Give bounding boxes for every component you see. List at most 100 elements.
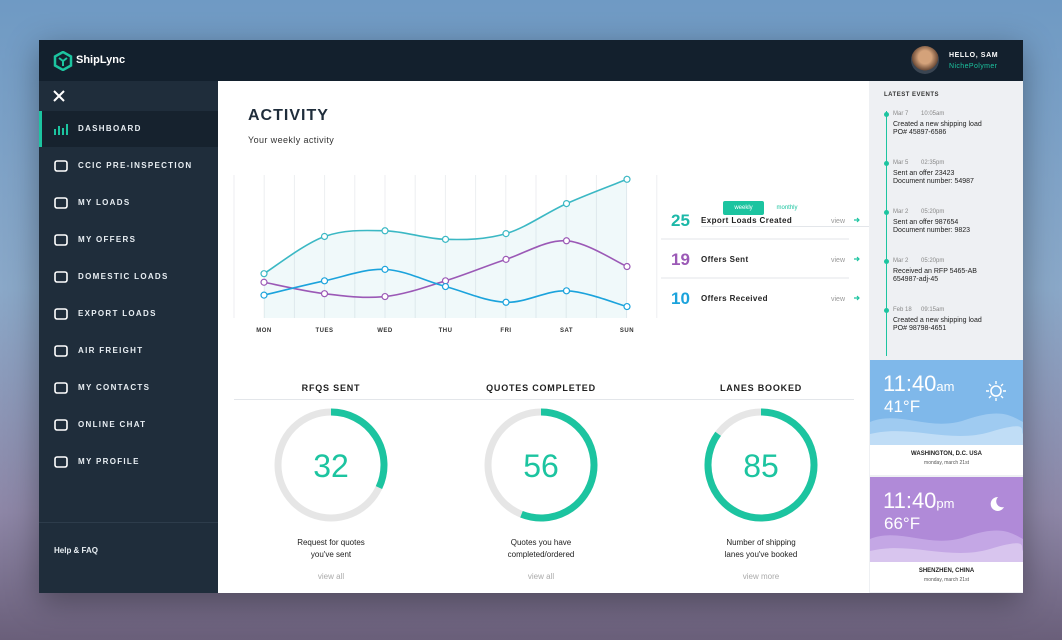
event-time: 10:05am (921, 111, 945, 117)
avatar[interactable] (911, 46, 939, 74)
event-time: 05:20pm (921, 258, 945, 264)
event-dot (884, 259, 889, 264)
nav-label[interactable]: EXPORT LOADS (78, 309, 157, 318)
nav-label[interactable]: ONLINE CHAT (78, 420, 147, 429)
nav-icon (54, 382, 68, 394)
graphics: MON TUES WED THU FRI SAT SUN 25 Export Loads Cre… (233, 175, 860, 581)
stat-link[interactable]: view (831, 296, 846, 303)
gauge-link[interactable]: view more (743, 572, 780, 581)
event-dot (884, 210, 889, 215)
stat-link[interactable]: view (831, 218, 846, 225)
nav-icon (54, 271, 68, 283)
stat-value: 19 (671, 250, 690, 269)
ampm: pm (936, 496, 955, 511)
point (320, 290, 329, 298)
weather-temp: 41°F (884, 397, 921, 416)
event-text: 654987-adj-45 (893, 276, 939, 283)
x-tick-label: MON (256, 328, 272, 334)
nav-icon (54, 308, 68, 320)
nav-item[interactable]: DASHBOARD (39, 111, 218, 147)
weather-waves (870, 496, 1023, 592)
x-tick-label: WED (377, 328, 393, 334)
event-date: Mar 2 (893, 258, 909, 264)
nav-label[interactable]: MY CONTACTS (78, 383, 151, 392)
time: 11:40 (883, 488, 937, 513)
nav-item[interactable]: CCIC PRE-INSPECTION (39, 148, 218, 184)
weather-date: monday, march 21st (924, 577, 969, 583)
right-panel: LATEST EVENTS Mar 7 10:05am Created a new … (869, 81, 1023, 593)
close-icon[interactable] (53, 90, 65, 102)
nav-label[interactable]: CCIC PRE-INSPECTION (78, 161, 193, 170)
weather-temp: 66°F (884, 514, 921, 533)
weather-date: monday, march 21st (924, 460, 969, 466)
stat-link[interactable]: view (831, 257, 846, 264)
event-text: Document number: 9823 (893, 227, 971, 234)
stat-label: Offers Received (701, 294, 768, 303)
point (381, 227, 389, 235)
nav-item[interactable]: ONLINE CHAT (39, 407, 218, 443)
help-link[interactable]: Help & FAQ (54, 546, 99, 555)
nav-item[interactable]: DOMESTIC LOADS (39, 259, 218, 295)
gauge-desc: lanes you've booked (725, 550, 798, 559)
gauge-arc (330, 408, 388, 490)
nav-item[interactable]: AIR FREIGHT (39, 333, 218, 369)
tab-weekly[interactable]: weekly (723, 201, 764, 215)
gauge-link[interactable]: view all (318, 572, 344, 581)
arrow-icon (854, 295, 860, 301)
nav-icon (54, 234, 68, 246)
nav-label[interactable]: MY LOADS (78, 198, 131, 207)
top-bar: ShipLync HELLO, SAM NichePolymer (39, 40, 1023, 81)
x-tick-label: THU (439, 328, 453, 334)
tab-monthly[interactable]: monthly (776, 205, 798, 211)
point (260, 291, 268, 299)
nav-label[interactable]: MY OFFERS (78, 235, 137, 244)
event-text: Created a new shipping load (893, 317, 982, 324)
gauge-title: QUOTES COMPLETED (486, 383, 596, 393)
brand: ShipLync (76, 54, 126, 66)
main-panel: ACTIVITY Your weekly activity weekly mon… (219, 81, 888, 593)
nav-label[interactable]: DASHBOARD (78, 124, 142, 133)
nav-icon (54, 456, 68, 468)
nav-label[interactable]: AIR FREIGHT (78, 346, 144, 355)
point (320, 232, 329, 241)
event-date: Mar 2 (893, 209, 909, 215)
nav-label[interactable]: DOMESTIC LOADS (78, 272, 169, 281)
point (381, 292, 389, 301)
gauge-value: 85 (743, 448, 779, 484)
x-tick-label: SAT (560, 328, 573, 334)
point (562, 237, 571, 245)
event-date: Mar 7 (893, 111, 909, 117)
event-dot (884, 161, 889, 166)
point (623, 302, 631, 311)
timeline (886, 111, 887, 356)
activity-title: ACTIVITY (248, 107, 329, 124)
nav-item[interactable]: MY CONTACTS (39, 370, 218, 406)
event-text: Created a new shipping load (893, 121, 982, 128)
nav-item[interactable]: MY PROFILE (39, 444, 218, 480)
point (260, 278, 268, 286)
divider (701, 226, 888, 227)
gauge-desc: Number of shipping (726, 538, 795, 547)
weather-city: SHENZHEN, CHINA (918, 568, 975, 574)
gauge-value: 56 (523, 448, 559, 484)
nav-item[interactable]: MY LOADS (39, 185, 218, 221)
point (441, 235, 450, 243)
nav-label[interactable]: MY PROFILE (78, 457, 140, 466)
x-tick-label: SUN (620, 328, 634, 334)
gauge-desc: Quotes you have (511, 538, 572, 547)
nav-item[interactable]: MY OFFERS (39, 222, 218, 258)
active-indicator (39, 111, 42, 147)
greeting[interactable]: HELLO, SAM (949, 52, 999, 59)
event-text: Received an RFP 5465-AB (893, 268, 977, 275)
point (502, 255, 510, 263)
nav-item[interactable]: EXPORT LOADS (39, 296, 218, 332)
event-dot (884, 308, 889, 313)
activity-subtitle: Your weekly activity (248, 135, 335, 145)
gauge-arc (704, 408, 818, 522)
stat-label: Offers Sent (701, 255, 749, 264)
gauge-link[interactable]: view all (528, 572, 554, 581)
gauge-title: LANES BOOKED (720, 383, 802, 393)
point (502, 230, 510, 238)
nav-icon (54, 419, 68, 431)
